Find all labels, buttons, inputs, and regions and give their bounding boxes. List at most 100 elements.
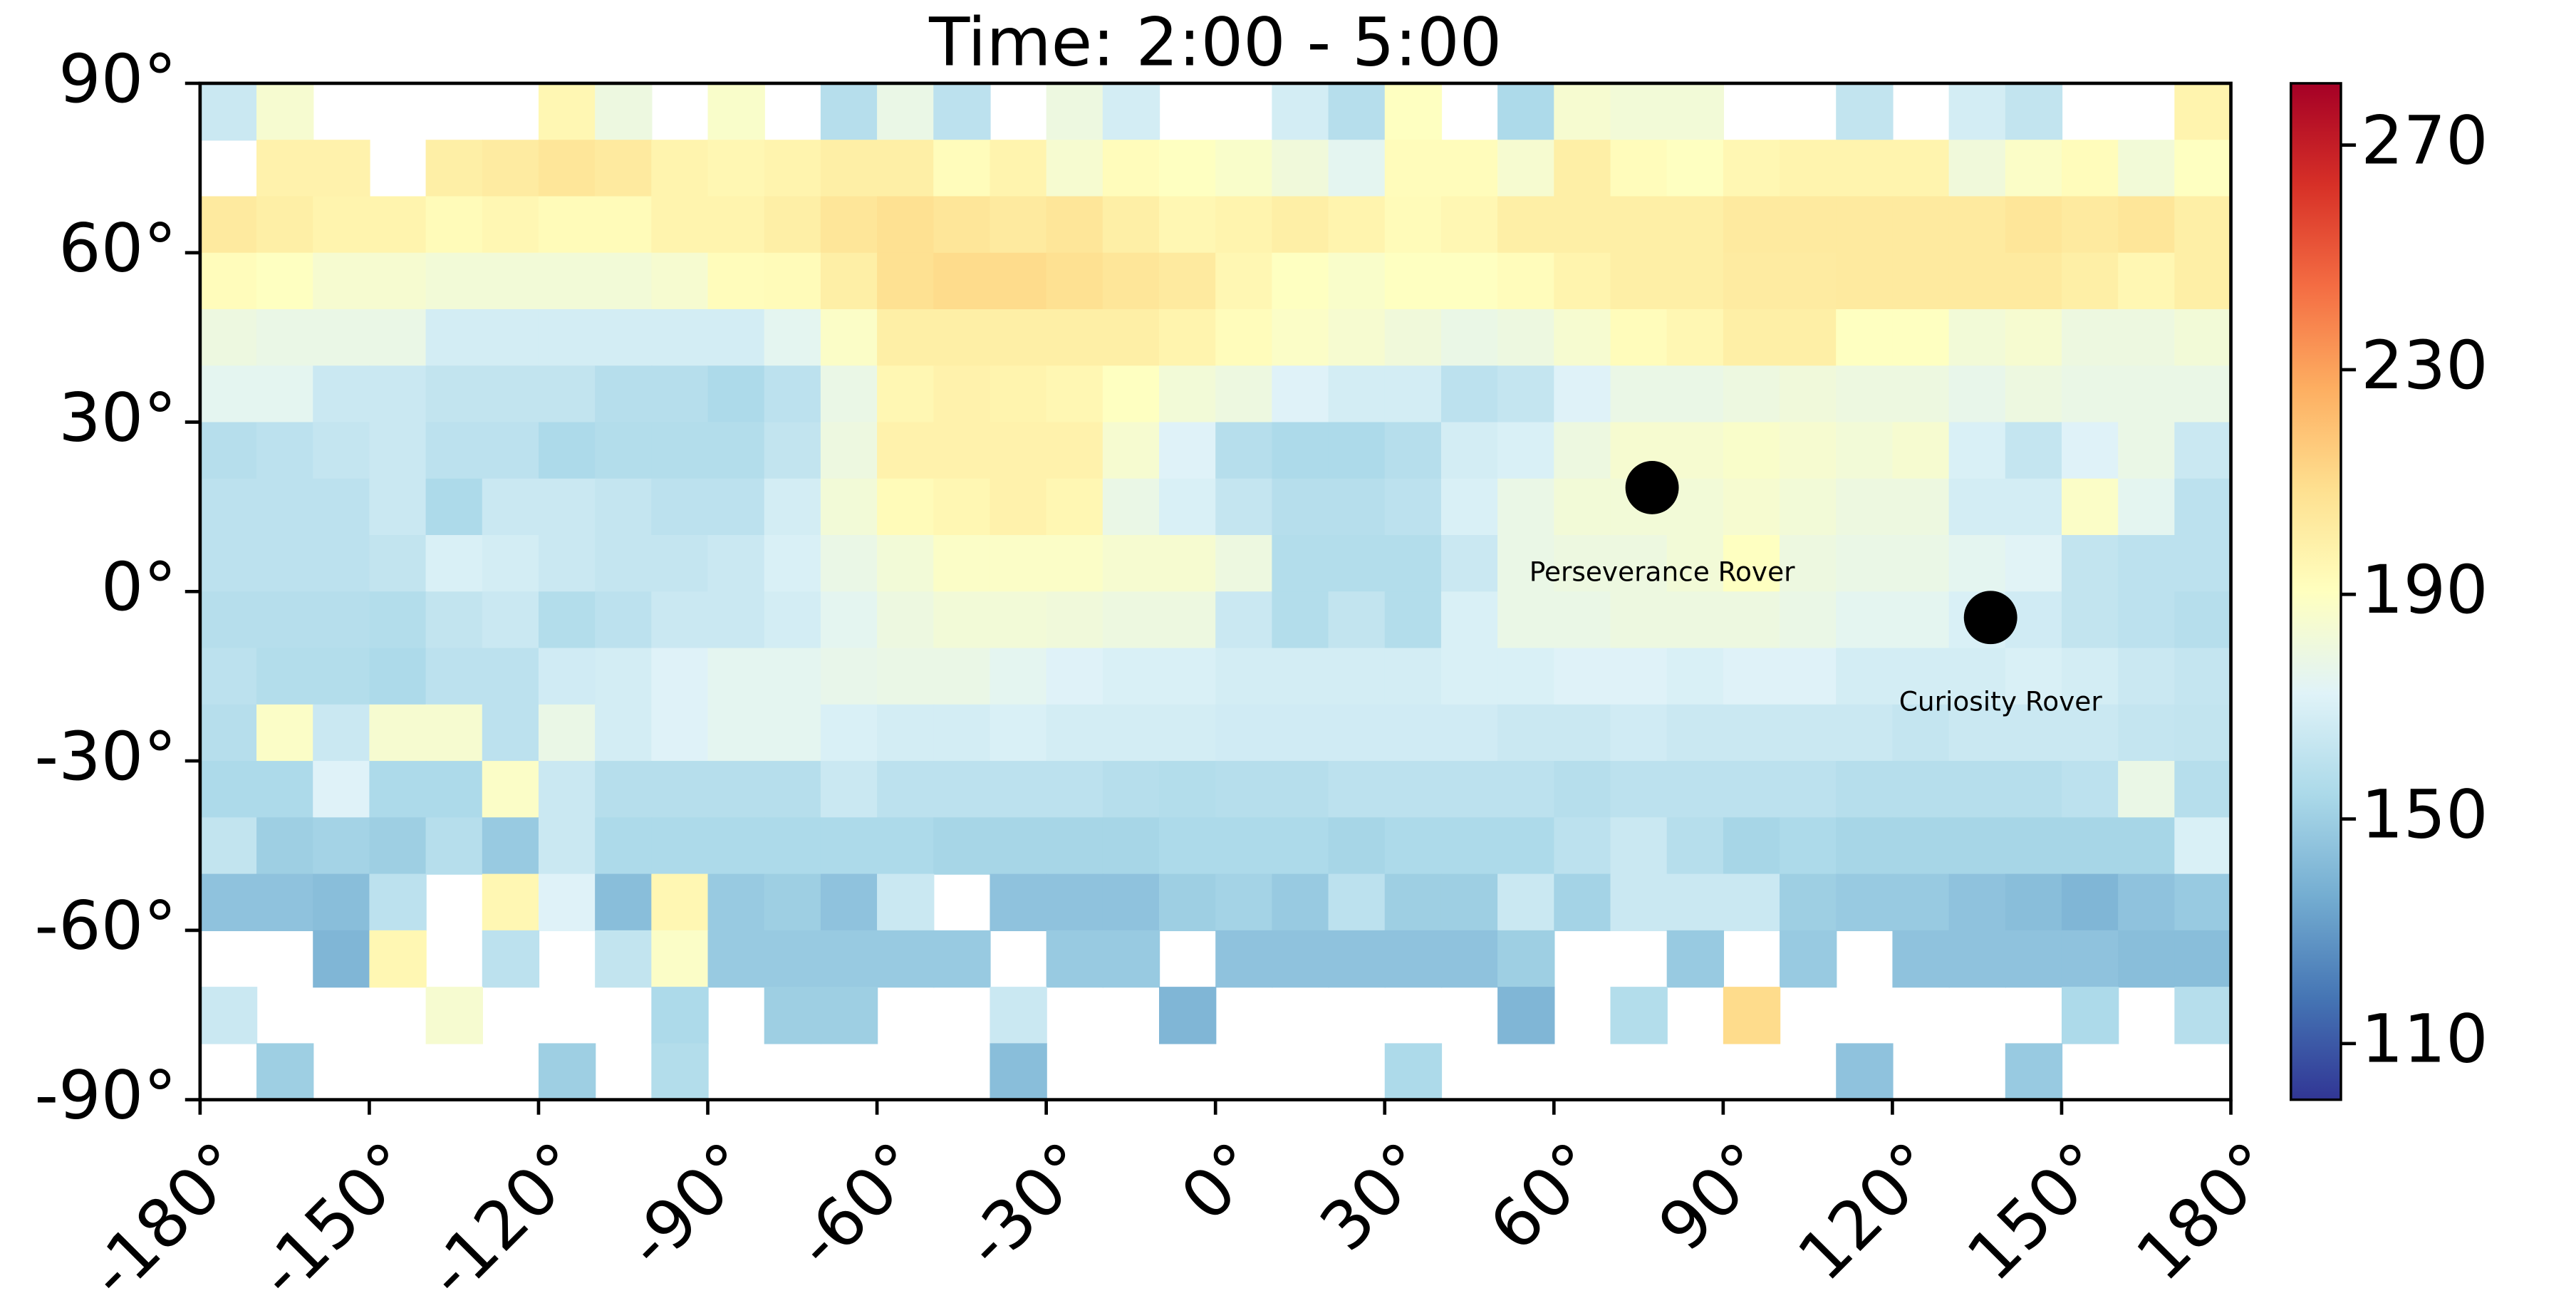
- heatmap-cell: [1328, 704, 1386, 762]
- heatmap-cell: [933, 930, 991, 988]
- heatmap-cell: [1102, 704, 1160, 762]
- heatmap-cell: [1497, 873, 1555, 932]
- heatmap-cell: [2174, 535, 2232, 593]
- heatmap-cell: [1666, 930, 1725, 988]
- heatmap-cell: [1497, 422, 1555, 479]
- heatmap-cell: [1780, 365, 1837, 423]
- heatmap-cell: [933, 83, 991, 141]
- heatmap-cell: [820, 83, 878, 141]
- heatmap-cell: [933, 535, 991, 593]
- heatmap-cell: [1836, 196, 1894, 254]
- heatmap-cell: [1440, 422, 1499, 479]
- heatmap-cell: [1046, 591, 1103, 649]
- heatmap-cell: [1836, 478, 1894, 536]
- heatmap-cell: [1102, 591, 1160, 649]
- heatmap-cell: [2174, 83, 2232, 141]
- heatmap-cell: [199, 704, 258, 762]
- heatmap-cell: [651, 535, 709, 593]
- heatmap-cell: [707, 535, 765, 593]
- heatmap-cell: [2118, 591, 2176, 649]
- heatmap-cell: [1215, 930, 1273, 988]
- heatmap-cell: [1610, 817, 1668, 875]
- heatmap-cell: [820, 704, 878, 762]
- heatmap-cell: [1836, 140, 1894, 197]
- heatmap-cell: [1384, 308, 1443, 367]
- heatmap-cell: [482, 591, 540, 649]
- x-tick-label: -30°: [950, 1128, 1106, 1283]
- heatmap-cell: [1610, 308, 1668, 367]
- heatmap-cell: [1892, 591, 1950, 649]
- heatmap-cell: [1159, 817, 1217, 875]
- heatmap-cell: [1384, 478, 1443, 536]
- heatmap-cell: [651, 648, 709, 705]
- heatmap-cell: [425, 252, 483, 311]
- heatmap-cell: [2061, 648, 2119, 705]
- heatmap-cell: [1554, 648, 1611, 705]
- heatmap-cell: [1948, 365, 2006, 423]
- heatmap-cell: [707, 817, 765, 875]
- heatmap-cell: [1384, 535, 1443, 593]
- heatmap-cell: [1440, 873, 1499, 932]
- heatmap-cell: [1046, 648, 1103, 705]
- heatmap-cell: [820, 422, 878, 479]
- heatmap-cell: [1948, 648, 2006, 705]
- heatmap-cell: [425, 422, 483, 479]
- heatmap-cell: [1780, 704, 1837, 762]
- heatmap-cell: [482, 704, 540, 762]
- heatmap-cell: [1272, 873, 1329, 932]
- heatmap-cell: [1610, 761, 1668, 819]
- heatmap-cell: [1723, 704, 1781, 762]
- heatmap-cell: [1102, 761, 1160, 819]
- heatmap-cell: [2005, 422, 2063, 479]
- heatmap-cell: [482, 140, 540, 197]
- heatmap-cell: [707, 648, 765, 705]
- heatmap-cell: [990, 196, 1047, 254]
- heatmap-cell: [1102, 308, 1160, 367]
- x-tick-label: 120°: [1784, 1128, 1953, 1296]
- heatmap-cell: [2005, 252, 2063, 311]
- heatmap-cell: [1328, 140, 1386, 197]
- heatmap-cell: [1440, 648, 1499, 705]
- heatmap-cell: [313, 761, 370, 819]
- heatmap-cell: [1440, 140, 1499, 197]
- heatmap-cell: [1102, 817, 1160, 875]
- heatmap-cell: [651, 1043, 709, 1101]
- heatmap-cell: [764, 987, 822, 1044]
- heatmap-cell: [820, 930, 878, 988]
- heatmap-cell: [707, 196, 765, 254]
- x-tick-label: 60°: [1475, 1128, 1614, 1266]
- heatmap-cell: [1159, 704, 1217, 762]
- heatmap-cell: [425, 987, 483, 1044]
- colorbar: [2290, 82, 2342, 1101]
- heatmap-cell: [651, 196, 709, 254]
- heatmap-cell: [1159, 308, 1217, 367]
- heatmap-cell: [369, 873, 427, 932]
- heatmap-cell: [2174, 873, 2232, 932]
- heatmap-cell: [1948, 252, 2006, 311]
- heatmap-cell: [1948, 422, 2006, 479]
- heatmap-cell: [256, 422, 314, 479]
- heatmap-cell: [1610, 252, 1668, 311]
- heatmap-cell: [1046, 761, 1103, 819]
- heatmap-cell: [707, 365, 765, 423]
- heatmap-cell: [764, 422, 822, 479]
- heatmap-cell: [877, 930, 935, 988]
- heatmap-cell: [933, 761, 991, 819]
- heatmap-cell: [1723, 422, 1781, 479]
- heatmap-cell: [425, 365, 483, 423]
- heatmap-cell: [764, 478, 822, 536]
- heatmap-cell: [2005, 873, 2063, 932]
- heatmap-cell: [933, 196, 991, 254]
- heatmap-cell: [1046, 140, 1103, 197]
- heatmap-cell: [877, 83, 935, 141]
- heatmap-cell: [1780, 930, 1837, 988]
- heatmap-cell: [1836, 761, 1894, 819]
- heatmap-cell: [1892, 535, 1950, 593]
- heatmap-cell: [1159, 591, 1217, 649]
- heatmap-cell: [1272, 704, 1329, 762]
- heatmap-cell: [990, 591, 1047, 649]
- heatmap-cell: [1554, 365, 1611, 423]
- heatmap-cell: [1780, 478, 1837, 536]
- heatmap-cell: [990, 478, 1047, 536]
